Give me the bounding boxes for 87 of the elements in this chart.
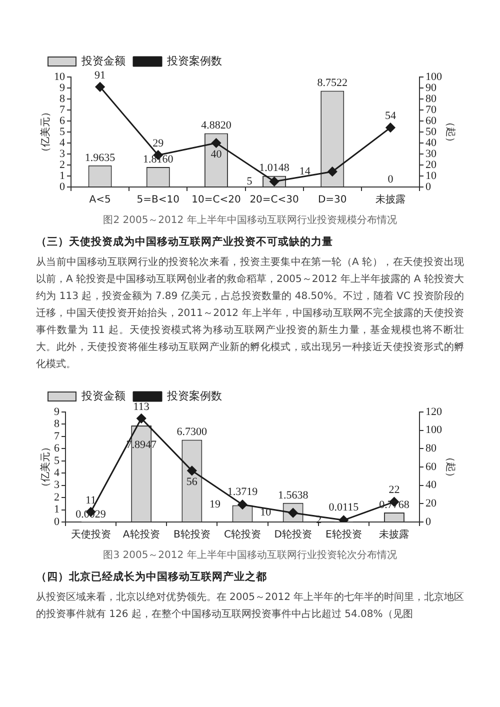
y-tick-label: 0 <box>60 180 66 193</box>
y2-tick-label: 80 <box>426 92 437 105</box>
data-label: 40 <box>210 148 222 160</box>
y2-tick-label: 60 <box>426 460 437 473</box>
y-tick-label: 1 <box>54 504 60 516</box>
x-tick-label: 未披露 <box>379 528 410 541</box>
y-tick-label: 4 <box>60 136 66 149</box>
y-tick-label: 4 <box>54 467 60 479</box>
y-tick-label: 7 <box>60 104 66 116</box>
y2-tick-label: 20 <box>426 158 437 171</box>
data-label: 0.0115 <box>328 502 360 514</box>
y2-tick-label: 0 <box>426 516 432 528</box>
text: 从当前中国移动互联网行业的投资轮次来看，投资主要集中在第一轮（A 轮），在天使投资出现以前，A 轮投资是中国移动互联网创业者的救命稻草，2005～2012 年上半年披露的 A 轮投资大约为 113 起，投资金额为 7.89 亿美元，占总投资数量的 48.50%。不过，随着 VC 投资阶段的迁移，中国天使投资开始抬头，2011～2012 年上半年，中国移动互联网不完全披露的天使投资事件数量为 11 起。天使投资模式将为移动互联网产业投资的新生力量，基金规模也将不断壮大。此外，天使投资将催生移动互联网产业新的孵化模式，或出现另一种接近天使投资形式的孵化模式。 <box>36 256 464 372</box>
y-tick-label: 9 <box>60 82 66 94</box>
x-tick-label: A轮投资 <box>122 528 160 541</box>
y-tick-label: 6 <box>54 442 60 455</box>
legend-label: 投资案例数 <box>166 54 222 68</box>
x-tick-label: D=30 <box>318 194 347 206</box>
y-tick-label: 5 <box>54 454 60 467</box>
text: 从投资区域来看，北京以绝对优势领先。在 2005～2012 年上半年的七年半的时间里，北京地区的投资事件就有 126 起，在整个中国移动互联网投资事件中占比超过 54.08%（见图 <box>36 590 464 622</box>
y2-tick-label: 80 <box>426 442 437 455</box>
y-tick-label: 7 <box>54 430 60 442</box>
y2-tick-label: 10 <box>426 170 437 182</box>
legend-label: 投资金额 <box>80 389 126 402</box>
data-label: 54 <box>384 110 396 122</box>
y-tick-label: 8 <box>54 418 60 430</box>
y2-axis-title: （起） <box>444 117 456 147</box>
data-label: 11 <box>85 494 96 506</box>
data-label: 113 <box>133 400 150 413</box>
y2-tick-label: 100 <box>426 70 442 83</box>
data-label: 6.7300 <box>176 426 208 438</box>
legend-label: 投资案例数 <box>166 389 222 402</box>
data-label: 1.5638 <box>278 489 309 502</box>
y2-tick-label: 100 <box>426 424 442 436</box>
data-label: 1.0148 <box>259 162 290 174</box>
data-label: 19 <box>210 498 221 510</box>
y2-tick-label: 70 <box>426 104 437 116</box>
data-label: 8.7522 <box>317 77 348 90</box>
data-label: 29 <box>152 137 164 150</box>
y2-tick-label: 90 <box>426 82 437 94</box>
text: 图2 2005～2012 年上半年中国移动互联网行业投资规模分布情况 <box>102 214 398 227</box>
x-tick-label: C轮投资 <box>224 528 261 541</box>
data-label: 10 <box>260 506 272 519</box>
y-tick-label: 8 <box>60 92 66 105</box>
data-label: 1.9635 <box>84 152 116 164</box>
text: 图3 2005～2012 年上半年中国移动互联网行业投资轮次分布情况 <box>102 548 398 562</box>
data-label: 4.8820 <box>201 120 232 132</box>
y2-tick-label: 40 <box>426 479 437 492</box>
x-tick-label: 5=B<10 <box>136 194 180 206</box>
x-tick-label: A<5 <box>89 194 111 206</box>
x-tick-label: 10=C<20 <box>192 194 241 206</box>
y2-axis-title: （起） <box>444 452 456 482</box>
y-tick-label: 3 <box>60 148 66 160</box>
y-tick-label: 1 <box>60 170 65 182</box>
x-tick-label: B轮投资 <box>173 528 210 541</box>
legend-label: 投资金额 <box>80 54 126 68</box>
y2-tick-label: 120 <box>426 406 442 418</box>
data-label: 56 <box>186 476 198 488</box>
y-axis-title: （亿美元） <box>40 107 52 157</box>
y2-tick-label: 40 <box>426 136 437 149</box>
y2-tick-label: 30 <box>426 148 437 160</box>
y-tick-label: 10 <box>54 70 66 83</box>
x-tick-label: D轮投资 <box>274 528 312 541</box>
y-axis-title: （亿美元） <box>40 442 52 492</box>
y-tick-label: 2 <box>54 491 60 504</box>
y-tick-label: 5 <box>60 126 66 138</box>
data-label: 5 <box>246 175 253 188</box>
x-tick-label: 天使投资 <box>70 528 111 541</box>
x-tick-label: 20=C<30 <box>250 194 299 206</box>
data-label: 1.3719 <box>227 486 258 498</box>
data-label: 91 <box>94 69 106 82</box>
y2-tick-label: 50 <box>426 126 437 138</box>
y-tick-label: 0 <box>54 516 60 528</box>
y2-tick-label: 20 <box>426 498 437 510</box>
x-tick-label: 未披露 <box>375 194 406 206</box>
y-tick-label: 9 <box>54 406 60 418</box>
x-tick-label: E轮投资 <box>325 528 362 541</box>
y-tick-label: 3 <box>54 479 60 492</box>
y-tick-label: 6 <box>60 114 66 127</box>
text: （四）北京已经成长为中国移动互联网产业之都 <box>36 570 268 585</box>
y2-tick-label: 0 <box>426 180 432 193</box>
y-tick-label: 2 <box>60 158 65 171</box>
data-label: 0 <box>388 173 394 186</box>
data-label: 22 <box>388 484 400 496</box>
text: （三）天使投资成为中国移动互联网产业投资不可或缺的力量 <box>36 235 334 250</box>
y2-tick-label: 60 <box>426 114 437 127</box>
data-label: 14 <box>299 165 311 178</box>
